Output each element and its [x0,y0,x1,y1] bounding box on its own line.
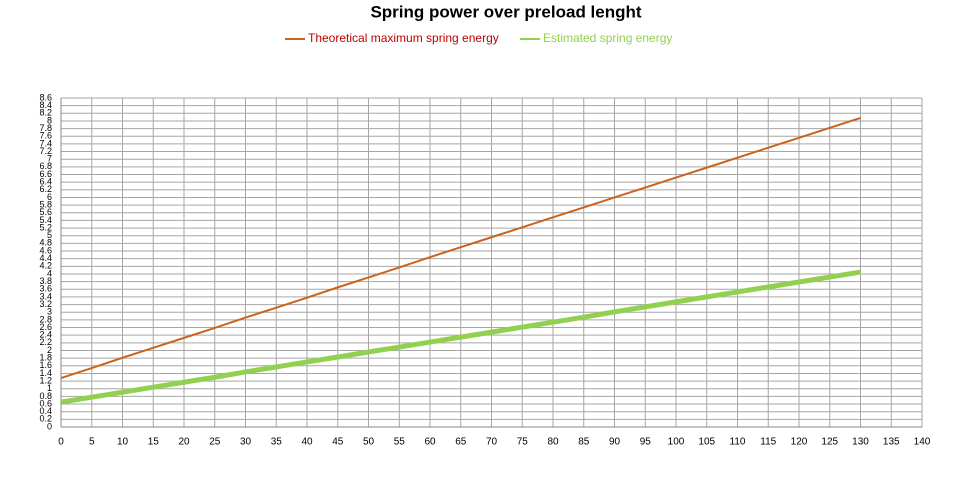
y-tick-label: 3.8 [39,276,52,286]
y-tick-label: 5.2 [39,222,52,232]
x-tick-label: 100 [668,437,685,448]
y-tick-label: 5.6 [39,207,52,217]
x-tick-label: 50 [363,437,375,448]
y-tick-label: 8.4 [39,100,52,110]
series-line [60,269,861,405]
x-tick-label: 55 [394,437,406,448]
y-tick-label: 3 [47,307,52,317]
y-tick-label: 2.8 [39,314,52,324]
x-tick-label: 125 [821,437,838,448]
grid: 00.20.40.60.811.21.41.61.822.22.42.62.83… [39,92,930,447]
x-tick-label: 105 [698,437,715,448]
x-tick-label: 115 [760,437,776,448]
chart-title: Spring power over preload lenght [370,2,641,21]
x-tick-label: 20 [178,437,190,448]
y-tick-label: 2.2 [39,337,52,347]
legend-label: Estimated spring energy [543,31,672,45]
y-tick-label: 7.6 [39,131,52,141]
y-tick-label: 6.4 [39,177,52,187]
x-tick-label: 65 [455,437,467,448]
y-tick-label: 0.2 [39,414,52,424]
x-tick-label: 15 [148,437,160,448]
x-tick-label: 70 [486,437,498,448]
y-tick-label: 7 [47,154,52,164]
y-tick-label: 0.4 [39,406,52,416]
y-tick-label: 7.2 [39,146,52,156]
y-tick-label: 7.4 [39,138,52,148]
y-tick-label: 3.6 [39,284,52,294]
y-tick-label: 6.6 [39,169,52,179]
y-tick-label: 2.6 [39,322,52,332]
y-tick-label: 5.8 [39,199,52,209]
y-tick-label: 8 [47,115,52,125]
x-tick-label: 120 [791,437,808,448]
y-tick-label: 5.4 [39,215,52,225]
y-tick-label: 1 [47,383,52,393]
y-tick-label: 1.8 [39,353,52,363]
y-tick-label: 2 [47,345,52,355]
x-tick-label: 35 [271,437,283,448]
y-tick-label: 8.2 [39,108,52,118]
y-tick-label: 0.6 [39,398,52,408]
y-tick-label: 5 [47,230,52,240]
y-tick-label: 4 [47,268,52,278]
x-tick-label: 40 [301,437,313,448]
y-tick-label: 4.4 [39,253,52,263]
y-tick-label: 1.6 [39,360,52,370]
x-tick-label: 30 [240,437,252,448]
y-tick-label: 6.2 [39,184,52,194]
y-tick-label: 1.4 [39,368,52,378]
x-tick-label: 110 [730,437,746,448]
x-tick-label: 60 [424,437,436,448]
y-tick-label: 4.8 [39,238,52,248]
y-tick-label: 3.2 [39,299,52,309]
x-tick-label: 0 [58,437,64,448]
y-tick-label: 6 [47,192,52,202]
y-tick-label: 0.8 [39,391,52,401]
y-tick-label: 8.6 [39,92,52,102]
lines [60,116,861,405]
y-tick-label: 3.4 [39,291,52,301]
x-tick-label: 140 [914,437,931,448]
y-tick-label: 1.2 [39,375,52,385]
x-tick-label: 95 [640,437,652,448]
y-tick-label: 4.2 [39,261,52,271]
y-tick-label: 2.4 [39,330,52,340]
y-tick-label: 4.6 [39,245,52,255]
x-tick-label: 45 [332,437,344,448]
legend: Theoretical maximum spring energy Estimat… [285,31,672,45]
x-tick-label: 90 [609,437,621,448]
x-tick-label: 130 [852,437,869,448]
x-tick-label: 25 [209,437,221,448]
x-tick-label: 85 [578,437,590,448]
x-tick-label: 80 [547,437,559,448]
y-tick-label: 7.8 [39,123,52,133]
x-tick-label: 135 [883,437,900,448]
y-tick-label: 6.8 [39,161,52,171]
legend-label: Theoretical maximum spring energy [308,31,499,45]
x-tick-label: 75 [517,437,529,448]
y-tick-label: 0 [47,421,52,431]
x-tick-label: 10 [117,437,129,448]
series-line [60,116,861,379]
x-tick-label: 5 [89,437,95,448]
